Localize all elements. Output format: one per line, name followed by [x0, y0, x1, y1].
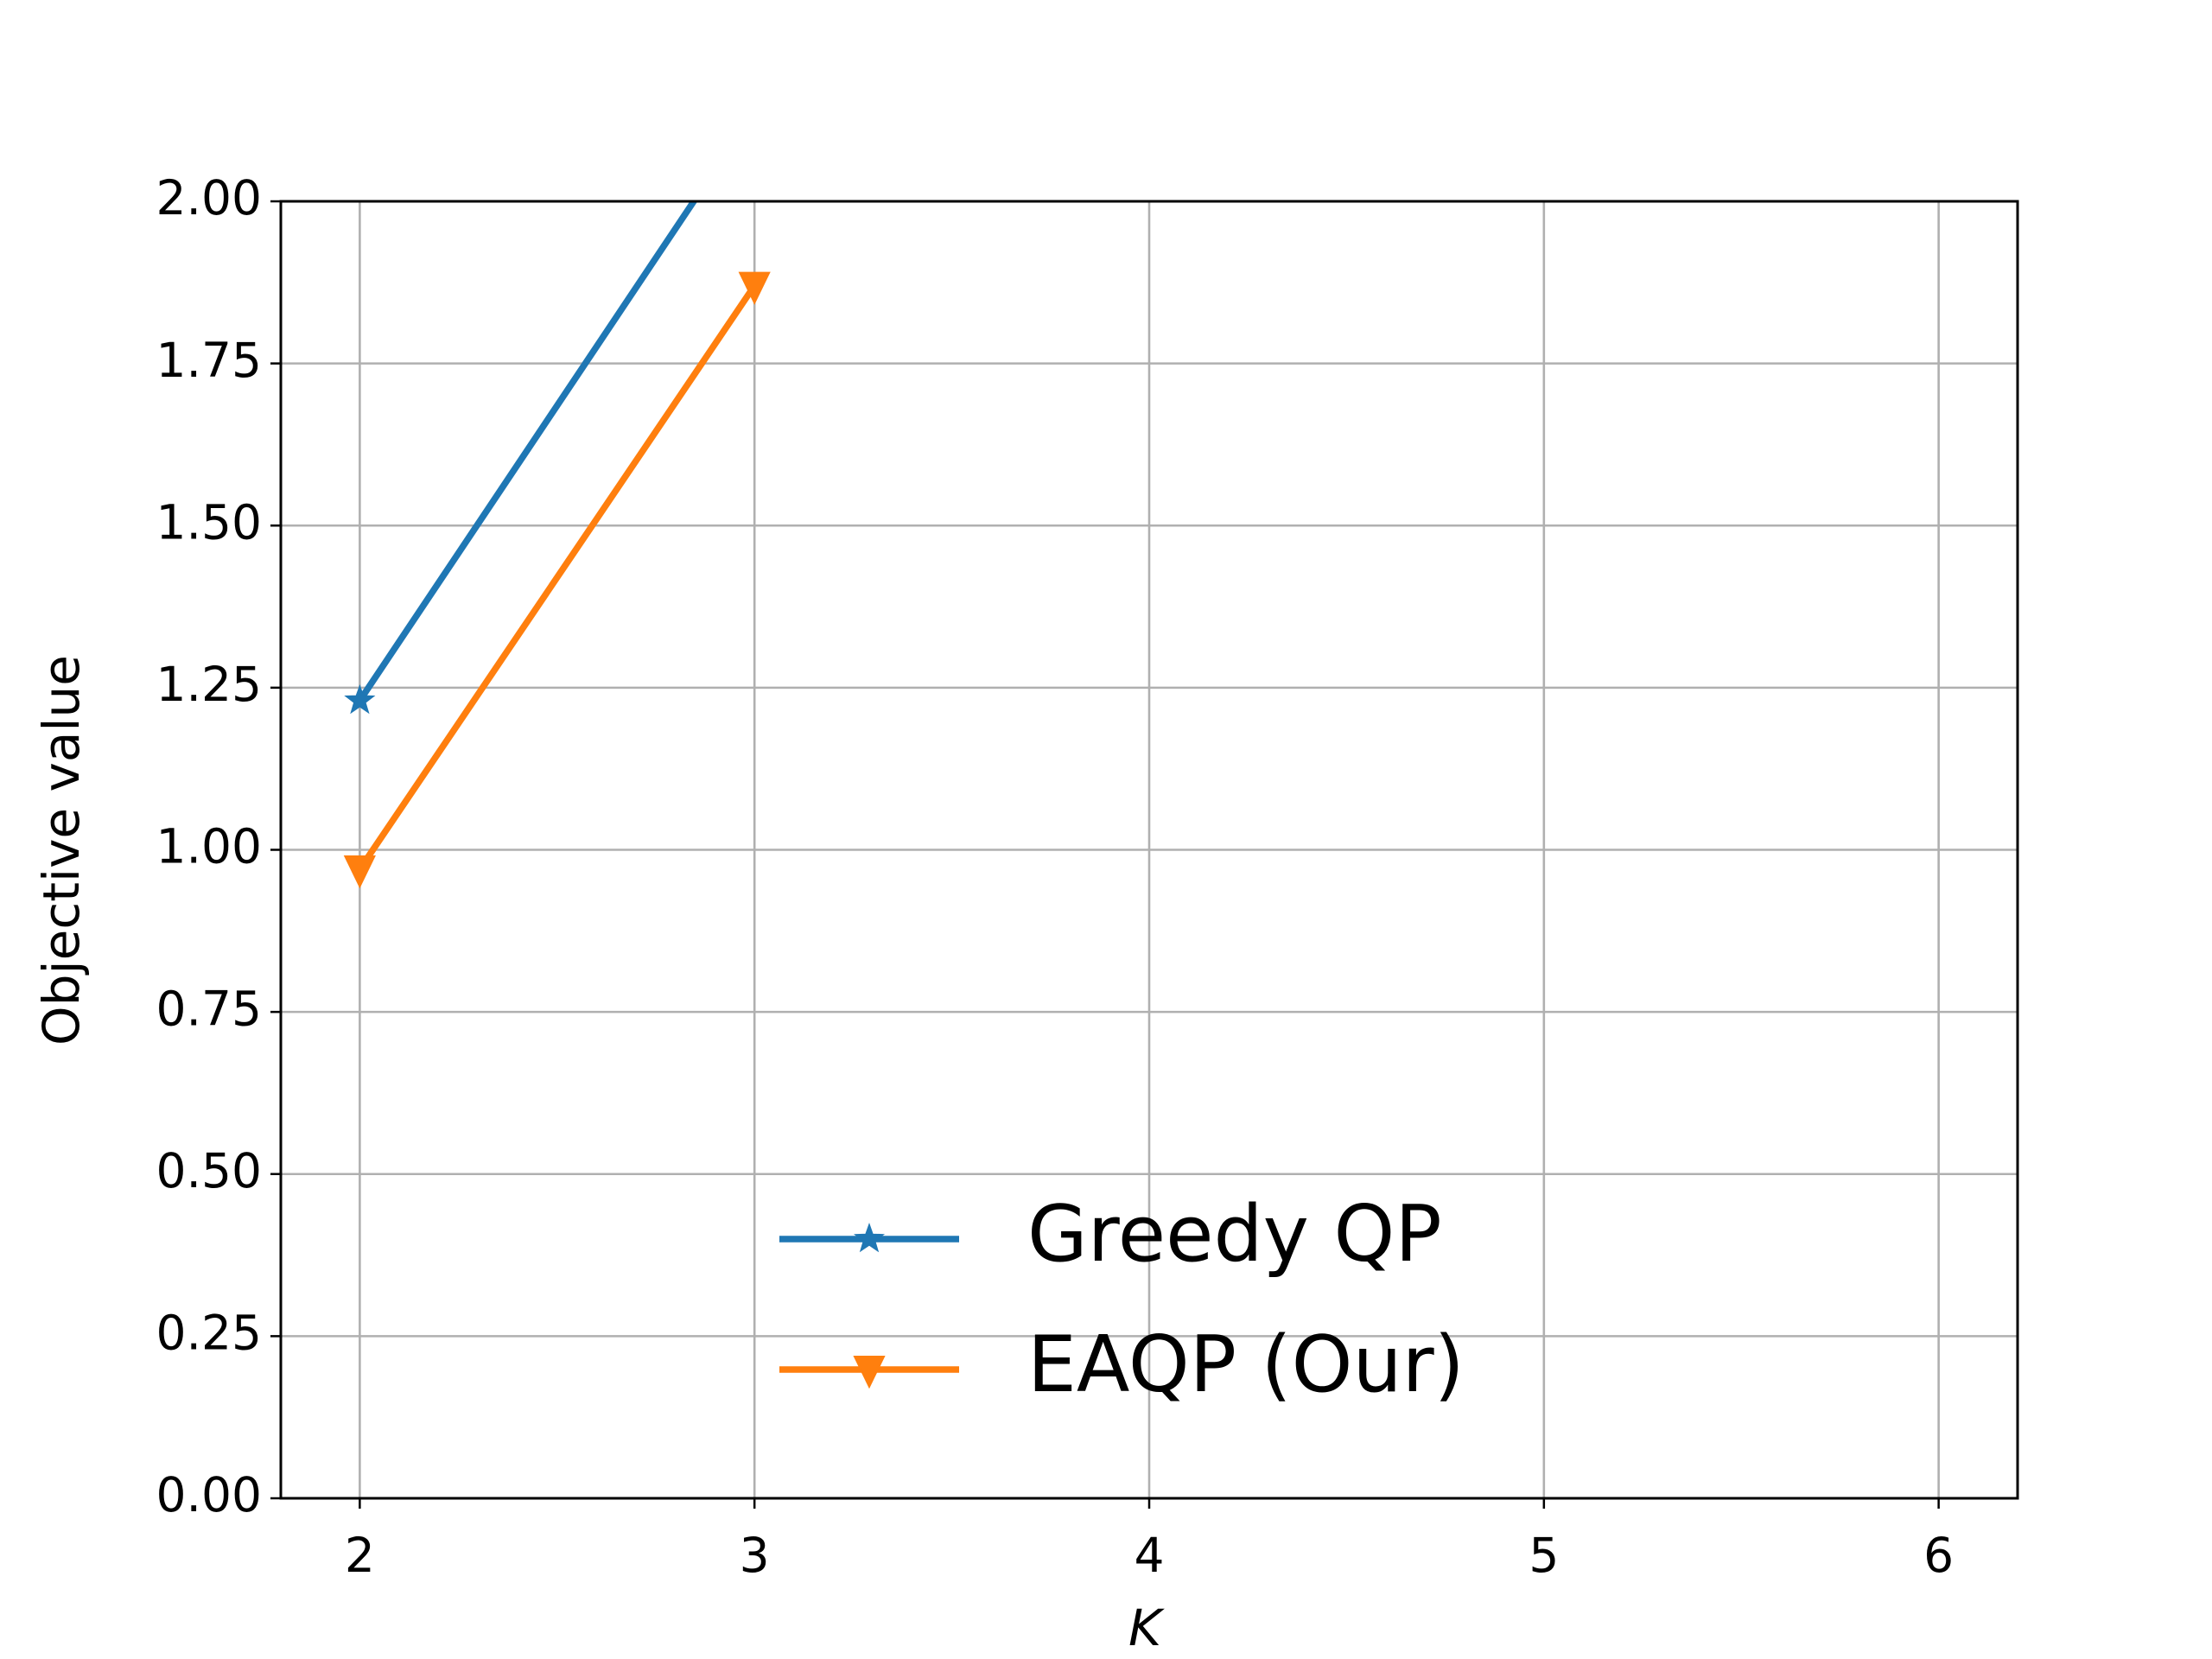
legend: Greedy QP EAQP (Our): [779, 1189, 1465, 1410]
y-tick-label: 1.25: [156, 657, 262, 712]
x-tick-label: 3: [740, 1528, 770, 1583]
series-line: [357, 201, 698, 702]
legend-label: Greedy QP: [1027, 1189, 1442, 1280]
y-tick-label: 1.00: [156, 819, 262, 874]
y-axis-label: Objective value: [32, 655, 91, 1046]
plot-area: [343, 97, 771, 889]
x-tick-label: 6: [1923, 1528, 1954, 1583]
x-tick-label: 4: [1135, 1528, 1165, 1583]
y-tick-label: 0.75: [156, 981, 262, 1036]
marker: [344, 683, 376, 715]
x-axis-label: K: [1128, 1599, 1165, 1657]
x-tick-label: 5: [1529, 1528, 1559, 1583]
marker: [343, 855, 376, 889]
grid: [281, 200, 2018, 1500]
marker: [741, 97, 767, 122]
y-tick-label: 0.25: [156, 1306, 262, 1361]
y-tick-label: 0.00: [156, 1467, 262, 1522]
y-tick-label: 1.75: [156, 333, 262, 388]
x-tick-label: 2: [345, 1528, 375, 1583]
ticks: 2 3 4 5 6 0.00 0.25 0.50 0.75 1.00 1.25 1.50 1.75 2.0…: [156, 170, 1955, 1583]
y-tick-label: 0.50: [156, 1143, 262, 1198]
series-line: [357, 283, 758, 872]
marker: [738, 271, 771, 305]
legend-marker: [853, 1223, 886, 1253]
legend-marker: [853, 1356, 886, 1389]
legend-label: EAQP (Our): [1027, 1319, 1465, 1410]
y-tick-label: 1.50: [156, 494, 262, 550]
y-tick-label: 2.00: [156, 170, 262, 226]
